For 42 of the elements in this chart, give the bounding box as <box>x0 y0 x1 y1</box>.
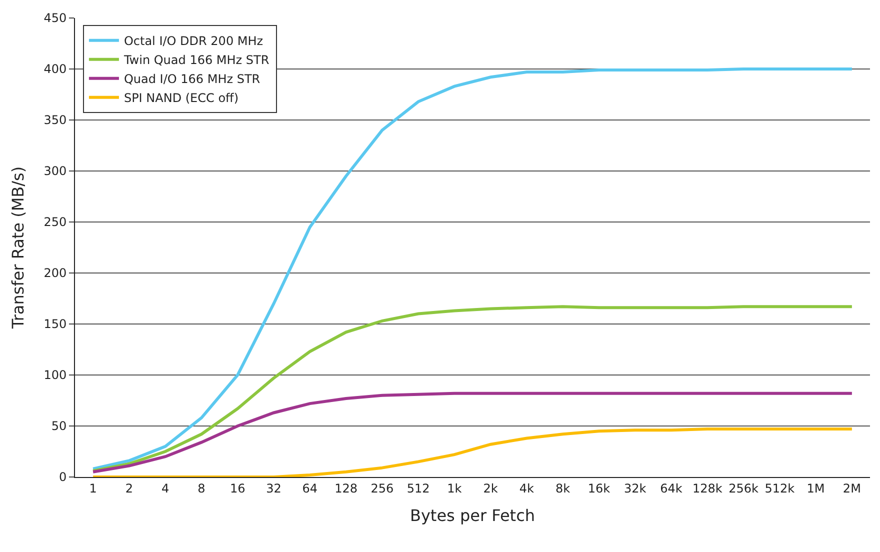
x-tick-label: 128 <box>334 481 358 496</box>
legend-label: Octal I/O DDR 200 MHz <box>124 34 264 48</box>
x-tick-label: 32k <box>624 481 646 496</box>
x-tick-label: 16 <box>230 481 246 496</box>
x-tick-label: 8k <box>556 481 570 496</box>
x-tick-label: 4k <box>519 481 534 496</box>
legend-label: Twin Quad 166 MHz STR <box>122 53 270 68</box>
y-tick-label: 450 <box>44 11 67 26</box>
x-tick-label: 2M <box>842 481 861 496</box>
x-tick-label: 64k <box>660 481 682 496</box>
line-series <box>92 68 854 470</box>
legend-label: SPI NAND (ECC off) <box>124 91 239 106</box>
y-axis-title: Transfer Rate (MB/s) <box>8 166 28 330</box>
y-tick-label: 0 <box>58 470 67 484</box>
x-tick-label: 8 <box>198 481 206 496</box>
x-tick-label: 512 <box>406 481 430 496</box>
line-series <box>92 428 854 477</box>
line-series <box>92 305 854 472</box>
x-tick-label: 32 <box>266 481 282 496</box>
y-tick-label: 400 <box>44 62 67 76</box>
line-series <box>92 392 854 474</box>
x-tick-label: 2 <box>125 481 134 496</box>
y-tick-label: 50 <box>51 419 67 434</box>
x-tick-label: 256 <box>370 481 394 496</box>
x-tick-label: 256k <box>728 481 758 496</box>
x-tick-label: 16k <box>588 481 610 496</box>
y-tick-label: 350 <box>44 113 67 128</box>
x-tick-label: 512k <box>764 481 795 496</box>
x-tick-label: 128k <box>692 481 722 496</box>
y-tick-label: 100 <box>44 368 67 382</box>
x-tick-label: 2k <box>483 481 498 496</box>
x-tick-label: 1k <box>447 481 462 496</box>
x-tick-label: 1M <box>806 481 825 496</box>
x-tick-label: 64 <box>302 481 318 496</box>
y-tick-label: 200 <box>44 266 67 280</box>
x-tick-label: 1 <box>89 481 97 496</box>
y-tick-label: 250 <box>44 215 67 230</box>
legend-label: Quad I/O 166 MHz STR <box>124 72 260 86</box>
y-tick-label: 300 <box>44 164 67 178</box>
x-axis-title: Bytes per Fetch <box>410 506 536 526</box>
x-tick-label: 4 <box>162 481 170 496</box>
y-tick-label: 150 <box>44 317 67 332</box>
